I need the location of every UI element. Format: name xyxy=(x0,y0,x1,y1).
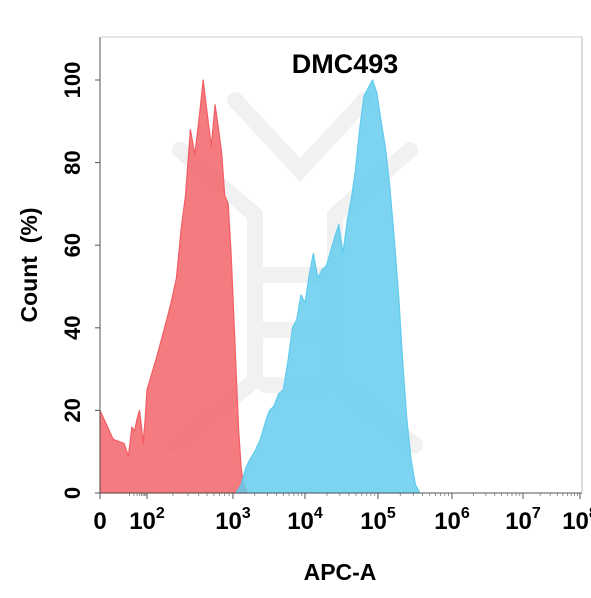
plot-frame xyxy=(99,36,583,494)
y-tick-label: 80 xyxy=(60,150,85,174)
x-tick-label: 103 xyxy=(215,505,251,535)
x-tick-label: 104 xyxy=(287,505,323,535)
x-tick-label: 0 xyxy=(93,508,106,535)
x-tick-label: 105 xyxy=(360,505,396,535)
y-tick-label: 0 xyxy=(60,487,85,499)
y-axis-label: Count (%) xyxy=(16,208,42,323)
y-tick-label: 60 xyxy=(60,233,85,257)
series-area-1 xyxy=(99,79,249,494)
x-tick-label: 102 xyxy=(129,505,165,535)
x-ticks: 0 102 103 104 105 106 107 108 xyxy=(93,493,591,535)
x-tick-label: 106 xyxy=(434,505,470,535)
y-tick-label: 100 xyxy=(60,62,85,99)
chart-title: DMC493 xyxy=(292,49,399,79)
y-tick-label: 20 xyxy=(60,398,85,422)
x-axis-label: APC-A xyxy=(304,559,377,585)
y-tick-label: 40 xyxy=(60,316,85,340)
y-ticks: 0 20 40 60 80 100 xyxy=(60,62,100,499)
series-layer xyxy=(99,79,421,494)
x-tick-label: 108 xyxy=(562,505,591,535)
series-area-2 xyxy=(235,79,421,494)
x-tick-label: 107 xyxy=(505,505,541,535)
